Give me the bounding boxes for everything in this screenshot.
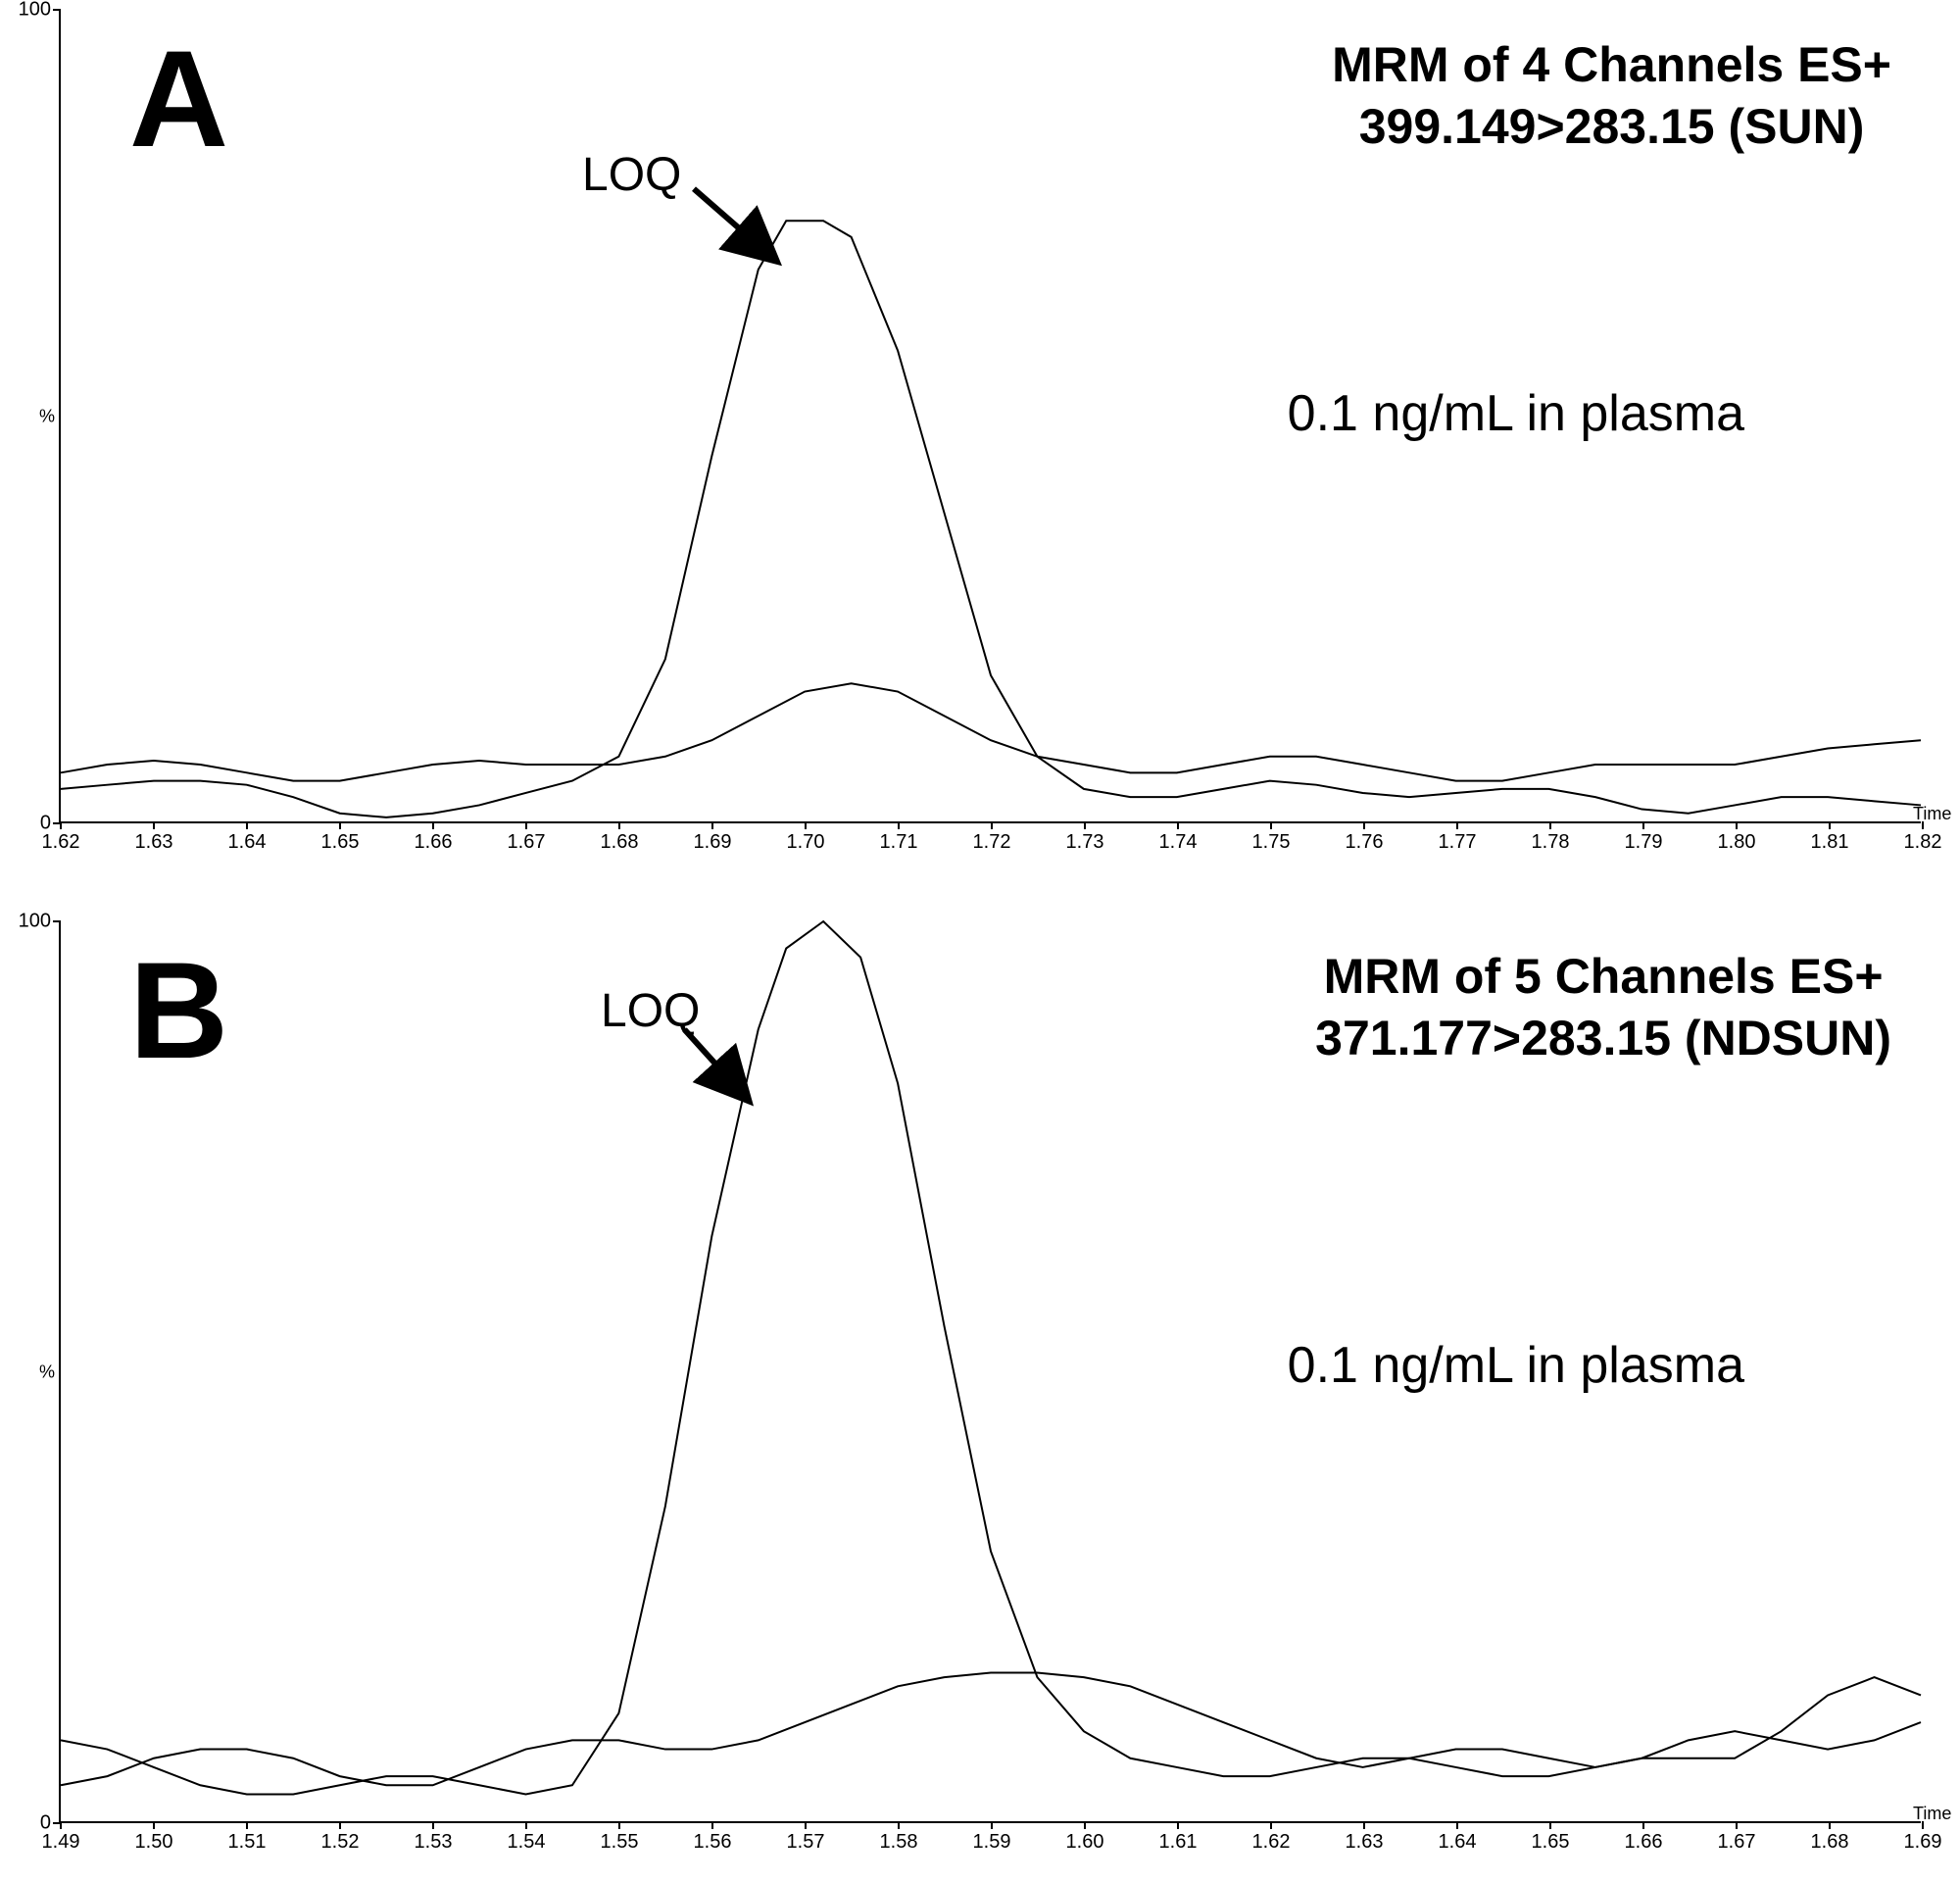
y-axis-pct-label: % xyxy=(39,407,55,427)
concentration-label: 0.1 ng/mL in plasma xyxy=(1288,384,1744,443)
x-tick-label: 1.64 xyxy=(1439,1821,1477,1854)
x-tick-label: 1.63 xyxy=(1346,1821,1384,1854)
x-tick-label: 1.53 xyxy=(415,1821,453,1854)
x-tick-label: 1.67 xyxy=(1718,1821,1756,1854)
mrm-header-line1: MRM of 4 Channels ES+ xyxy=(1332,34,1891,96)
x-tick-label: 1.54 xyxy=(508,1821,546,1854)
x-tick-label: 1.58 xyxy=(880,1821,918,1854)
x-tick-label: 1.62 xyxy=(42,821,80,854)
x-tick-label: 1.69 xyxy=(1904,1821,1942,1854)
x-tick-label: 1.81 xyxy=(1811,821,1849,854)
x-tick-label: 1.71 xyxy=(880,821,918,854)
x-tick-label: 1.80 xyxy=(1718,821,1756,854)
x-tick-label: 1.66 xyxy=(415,821,453,854)
x-tick-label: 1.65 xyxy=(1532,1821,1570,1854)
x-tick-label: 1.64 xyxy=(228,821,267,854)
x-tick-label: 1.63 xyxy=(135,821,173,854)
x-tick-label: 1.66 xyxy=(1625,1821,1663,1854)
x-tick-label: 1.70 xyxy=(787,821,825,854)
y-tick-label: 100 xyxy=(19,0,61,22)
x-tick-label: 1.65 xyxy=(321,821,360,854)
mrm-header: MRM of 4 Channels ES+399.149>283.15 (SUN… xyxy=(1332,34,1891,157)
mrm-header-line2: 399.149>283.15 (SUN) xyxy=(1332,96,1891,158)
chromatogram-panel-a: 0100%1.621.631.641.651.661.671.681.691.7… xyxy=(0,0,1960,882)
mrm-header-line2: 371.177>283.15 (NDSUN) xyxy=(1315,1008,1891,1069)
x-tick-label: 1.51 xyxy=(228,1821,267,1854)
x-tick-label: 1.69 xyxy=(694,821,732,854)
y-tick-label: 100 xyxy=(19,911,61,933)
concentration-label: 0.1 ng/mL in plasma xyxy=(1288,1336,1744,1395)
x-tick-label: 1.77 xyxy=(1439,821,1477,854)
x-tick-label: 1.50 xyxy=(135,1821,173,1854)
x-tick-label: 1.61 xyxy=(1159,1821,1198,1854)
x-tick-label: 1.72 xyxy=(973,821,1011,854)
x-tick-label: 1.59 xyxy=(973,1821,1011,1854)
chart-area-a: 0100%1.621.631.641.651.661.671.681.691.7… xyxy=(59,10,1921,823)
y-axis-pct-label: % xyxy=(39,1362,55,1383)
x-tick-label: 1.55 xyxy=(601,1821,639,1854)
x-tick-label: 1.56 xyxy=(694,1821,732,1854)
mrm-header-line1: MRM of 5 Channels ES+ xyxy=(1315,946,1891,1008)
x-tick-label: 1.79 xyxy=(1625,821,1663,854)
x-tick-label: 1.76 xyxy=(1346,821,1384,854)
x-tick-label: 1.49 xyxy=(42,1821,80,1854)
x-tick-label: 1.73 xyxy=(1066,821,1104,854)
chromatogram-panel-b: 0100%1.491.501.511.521.531.541.551.561.5… xyxy=(0,912,1960,1882)
x-tick-label: 1.67 xyxy=(508,821,546,854)
x-tick-label: 1.75 xyxy=(1252,821,1291,854)
x-tick-label: 1.82 xyxy=(1904,821,1942,854)
x-tick-label: 1.74 xyxy=(1159,821,1198,854)
x-tick-label: 1.52 xyxy=(321,1821,360,1854)
x-tick-label: 1.68 xyxy=(1811,1821,1849,1854)
mrm-header: MRM of 5 Channels ES+371.177>283.15 (NDS… xyxy=(1315,946,1891,1068)
x-tick-label: 1.78 xyxy=(1532,821,1570,854)
x-tick-label: 1.68 xyxy=(601,821,639,854)
x-tick-label: 1.57 xyxy=(787,1821,825,1854)
chart-area-b: 0100%1.491.501.511.521.531.541.551.561.5… xyxy=(59,921,1921,1823)
x-tick-label: 1.62 xyxy=(1252,1821,1291,1854)
x-tick-label: 1.60 xyxy=(1066,1821,1104,1854)
